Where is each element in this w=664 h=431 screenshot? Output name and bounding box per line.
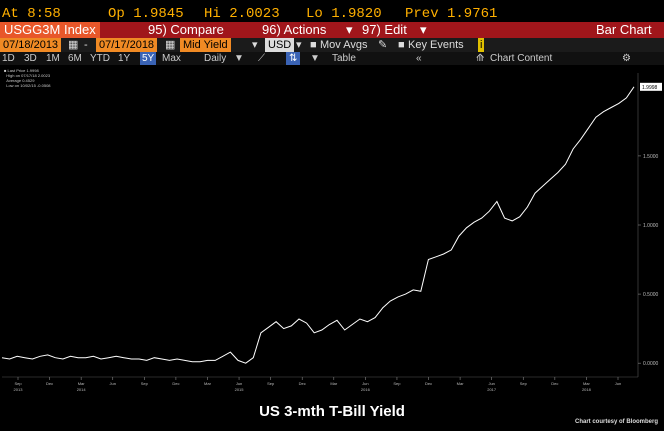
chart-type-dropdown-icon[interactable]: ▼ — [310, 53, 320, 64]
chart-area: ■ Last Price 1.9998 High on 07/17/18 2.0… — [0, 65, 664, 397]
period-button-6m[interactable]: 6M — [68, 53, 82, 64]
key-events-label[interactable]: Key Events — [408, 39, 464, 51]
y-tick-label: 0.5000 — [643, 292, 659, 298]
x-tick-label: Sep — [520, 381, 528, 386]
field-dropdown-icon[interactable]: ▾ — [252, 39, 258, 51]
calendar-icon[interactable]: ▦ — [165, 39, 176, 51]
quote-prev: Prev 1.9761 — [405, 6, 498, 22]
period-button-3d[interactable]: 3D — [24, 53, 37, 64]
view-label: Bar Chart — [596, 22, 652, 37]
actions-menu[interactable]: 96) Actions — [262, 22, 327, 37]
x-tick-label: Jun — [362, 381, 368, 386]
legend-average: Average 0.4529 — [6, 78, 35, 83]
date-separator: - — [84, 39, 88, 51]
x-tick-label: Dec — [425, 381, 432, 386]
x-tick-label: Dec — [46, 381, 53, 386]
x-tick-label: Mar — [457, 381, 465, 386]
ticker-field[interactable]: USGG3M Index — [0, 22, 100, 38]
x-tick-label: Jun — [488, 381, 494, 386]
last-value-label: 1.9998 — [642, 85, 658, 91]
x-year-label: 2016 — [361, 387, 371, 392]
chart-type-button[interactable]: ⇅ — [286, 52, 301, 65]
menu-bar: USGG3M Index 95) Compare 96) Actions ▾ 9… — [0, 22, 664, 38]
y-tick-label: 1.5000 — [643, 154, 659, 160]
table-button[interactable]: Table — [332, 53, 356, 64]
actions-dropdown-icon: ▾ — [346, 22, 353, 37]
chart-title: US 3-mth T-Bill Yield — [259, 403, 405, 420]
x-tick-label: Sep — [393, 381, 401, 386]
gear-icon[interactable]: ⚙ — [622, 53, 631, 64]
x-tick-label: Mar — [78, 381, 86, 386]
x-tick-label: Mar — [330, 381, 338, 386]
period-button-5y[interactable]: 5Y — [140, 52, 157, 65]
edit-menu[interactable]: 97) Edit — [362, 22, 407, 37]
info-icon[interactable]: i — [478, 38, 485, 52]
x-year-label: 2017 — [487, 387, 497, 392]
last-value-box — [640, 82, 662, 91]
chart-content-button[interactable]: Chart Content — [490, 53, 553, 64]
x-year-label: 2014 — [77, 387, 87, 392]
x-tick-label: Dec — [172, 381, 179, 386]
chart-legend: ■ Last Price 1.9998 High on 07/17/18 2.0… — [4, 68, 51, 88]
currency-dropdown-icon[interactable]: ▾ — [296, 39, 302, 51]
quote-high: Hi 2.0023 — [204, 6, 280, 22]
legend-last-price: ■ Last Price 1.9998 — [4, 68, 39, 73]
x-year-label: 2013 — [14, 387, 24, 392]
period-button-max[interactable]: Max — [162, 53, 181, 64]
field-select[interactable]: Mid Yield — [180, 38, 231, 52]
frequency-dropdown-icon[interactable]: ▼ — [234, 53, 244, 64]
edit-dropdown-icon: ▾ — [420, 22, 427, 37]
end-date-input[interactable]: 07/17/2018 — [96, 38, 158, 52]
key-events-checkbox[interactable]: ■ — [398, 39, 405, 51]
period-button-1d[interactable]: 1D — [2, 53, 15, 64]
x-tick-label: Sep — [267, 381, 275, 386]
x-tick-label: Sep — [14, 381, 22, 386]
x-tick-label: Mar — [583, 381, 591, 386]
calendar-icon[interactable]: ▦ — [68, 39, 79, 51]
pen-icon[interactable]: ✎ — [378, 39, 388, 51]
line-chart-icon[interactable]: ⟋ — [258, 53, 265, 64]
mov-avgs-checkbox[interactable]: ■ — [310, 39, 317, 51]
period-bar: 1D 3D 1M 6M YTD 1Y 5Y Max Daily ▼ ⟋ ⇅ ▼ Table «… — [0, 52, 664, 65]
period-button-1m[interactable]: 1M — [46, 53, 60, 64]
start-date-input[interactable]: 07/18/2013 — [0, 38, 62, 52]
quote-low: Lo 1.9820 — [306, 6, 382, 22]
yield-series-line — [1, 86, 635, 364]
y-tick-label: 0.0000 — [643, 361, 659, 367]
x-year-label: 2015 — [235, 387, 245, 392]
courtesy-label: Chart courtesy of Bloomberg — [574, 419, 658, 425]
x-tick-label: Jun — [236, 381, 242, 386]
collapse-icon[interactable]: « — [416, 53, 422, 64]
currency-select[interactable]: USD — [265, 38, 295, 52]
period-button-ytd[interactable]: YTD — [90, 53, 110, 64]
legend-high: High on 07/17/18 2.0023 — [6, 73, 51, 78]
frequency-select[interactable]: Daily — [204, 53, 227, 64]
x-tick-label: Dec — [551, 381, 558, 386]
quote-bar: At 8:58 Op 1.9845 Hi 2.0023 Lo 1.9820 Pr… — [0, 4, 664, 24]
mov-avgs-label[interactable]: Mov Avgs — [320, 39, 368, 51]
x-tick-label: Jun — [110, 381, 116, 386]
legend-low: Low on 10/02/15 -0.0508 — [6, 83, 51, 88]
x-year-label: 2018 — [582, 387, 592, 392]
x-tick-label: Dec — [299, 381, 306, 386]
quote-open: Op 1.9845 — [108, 6, 184, 22]
x-tick-label: Mar — [204, 381, 212, 386]
period-button-1y[interactable]: 1Y — [118, 53, 131, 64]
y-tick-label: 1.0000 — [643, 223, 659, 229]
x-tick-label: Jun — [615, 381, 621, 386]
compare-menu[interactable]: 95) Compare — [148, 22, 224, 37]
x-tick-label: Sep — [141, 381, 149, 386]
control-bar: 07/18/2013 ▦ - 07/17/2018 ▦ Mid Yield ▾ … — [0, 38, 664, 52]
quote-time: At 8:58 — [2, 6, 61, 22]
chart-content-icon[interactable]: ⟰ — [476, 53, 485, 64]
